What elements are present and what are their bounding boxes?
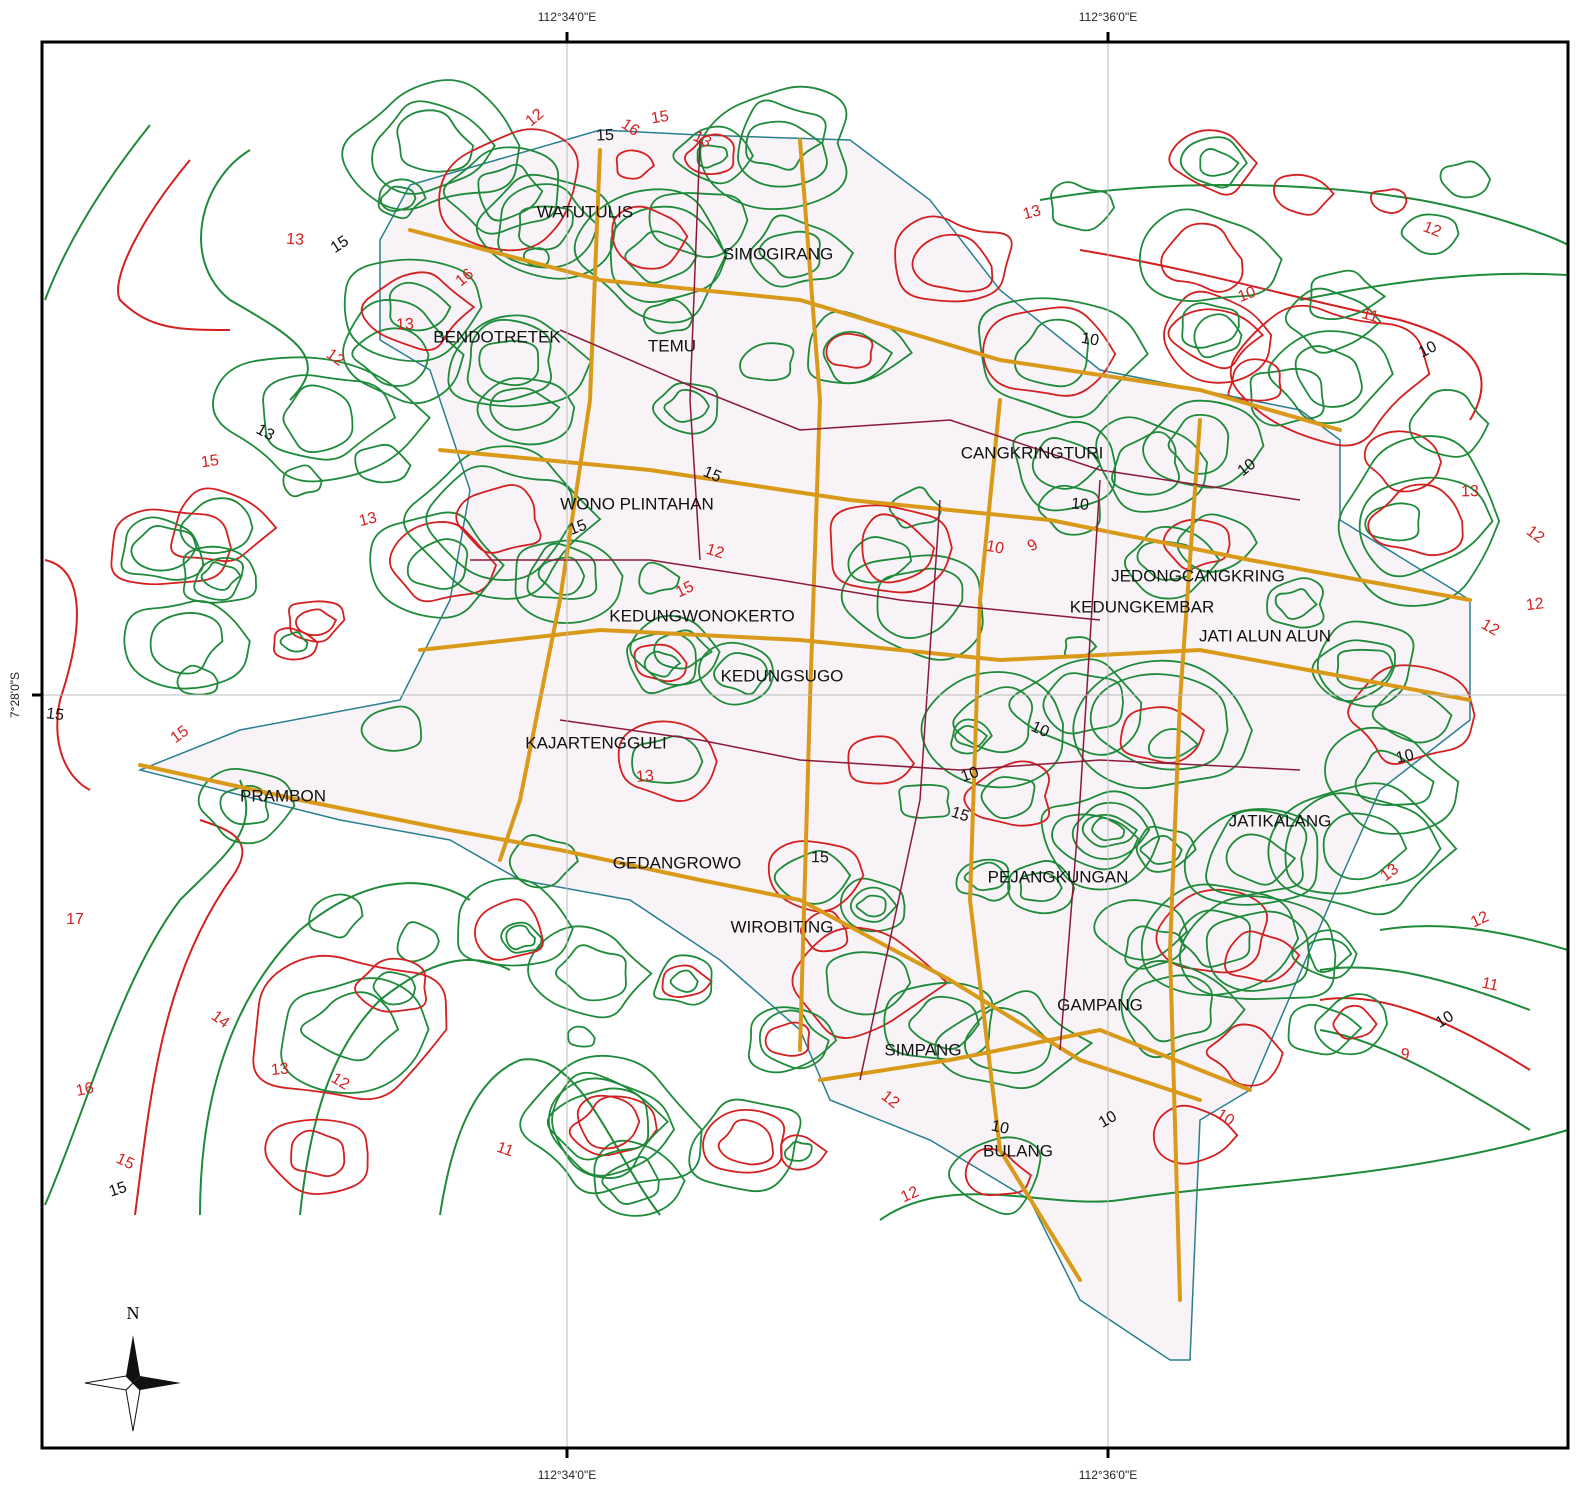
longitude-label: 112°34'0"E — [538, 10, 597, 24]
contour-label: 13 — [1461, 483, 1479, 500]
village-label: SIMPANG — [884, 1040, 961, 1059]
contour-label: 13 — [270, 1060, 290, 1079]
contour-label: 10 — [985, 538, 1006, 558]
village-label: TEMU — [648, 336, 696, 355]
contour-label: 13 — [286, 231, 305, 249]
longitude-label: 112°34'0"E — [538, 1468, 597, 1482]
map: 112°34'0"E 112°36'0"E 112°34'0"E 112°36'… — [0, 0, 1596, 1511]
village-label: KEDUNGWONOKERTO — [609, 606, 794, 625]
village-label: WONO PLINTAHAN — [560, 494, 714, 513]
village-label: JEDONGCANGKRING — [1111, 566, 1285, 585]
contour-label: 15 — [45, 705, 65, 724]
longitude-label: 112°36'0"E — [1079, 10, 1138, 24]
contour-label: 17 — [66, 911, 84, 928]
contour-label: 15 — [200, 452, 220, 471]
village-label: GAMPANG — [1057, 995, 1143, 1014]
contour-label: 13 — [396, 316, 414, 334]
contour-label: 15 — [650, 108, 670, 128]
contour-label: 16 — [74, 1080, 95, 1100]
village-label: BENDOTRETEK — [433, 327, 561, 346]
contour-label: 13 — [635, 767, 654, 786]
village-label: KEDUNGSUGO — [721, 666, 844, 685]
village-label: WIROBITING — [731, 917, 834, 936]
latitude-label: 7°28'0"S — [8, 672, 22, 718]
contour-label: 15 — [811, 849, 829, 866]
village-label: SIMOGIRANG — [723, 244, 834, 263]
contour-label: 12 — [1525, 595, 1545, 614]
village-label: PRAMBON — [240, 786, 326, 805]
village-label: WATUTULIS — [537, 202, 633, 221]
village-label: JATI ALUN ALUN — [1199, 626, 1331, 645]
contour-label: 10 — [1080, 330, 1101, 350]
village-label: JATIKALANG — [1229, 811, 1332, 830]
village-label: KAJARTENGGULI — [525, 733, 666, 752]
north-label: N — [127, 1303, 140, 1323]
village-label: BULANG — [983, 1141, 1053, 1160]
longitude-label: 112°36'0"E — [1079, 1468, 1138, 1482]
village-label: CANGKRINGTURI — [961, 443, 1104, 462]
village-label: GEDANGROWO — [613, 853, 741, 872]
contour-label: 10 — [1070, 495, 1089, 514]
contour-label: 15 — [596, 127, 615, 145]
contour-label: 9 — [1400, 1046, 1411, 1064]
village-label: KEDUNGKEMBAR — [1070, 597, 1215, 616]
village-label: PEJANGKUNGAN — [988, 867, 1129, 886]
